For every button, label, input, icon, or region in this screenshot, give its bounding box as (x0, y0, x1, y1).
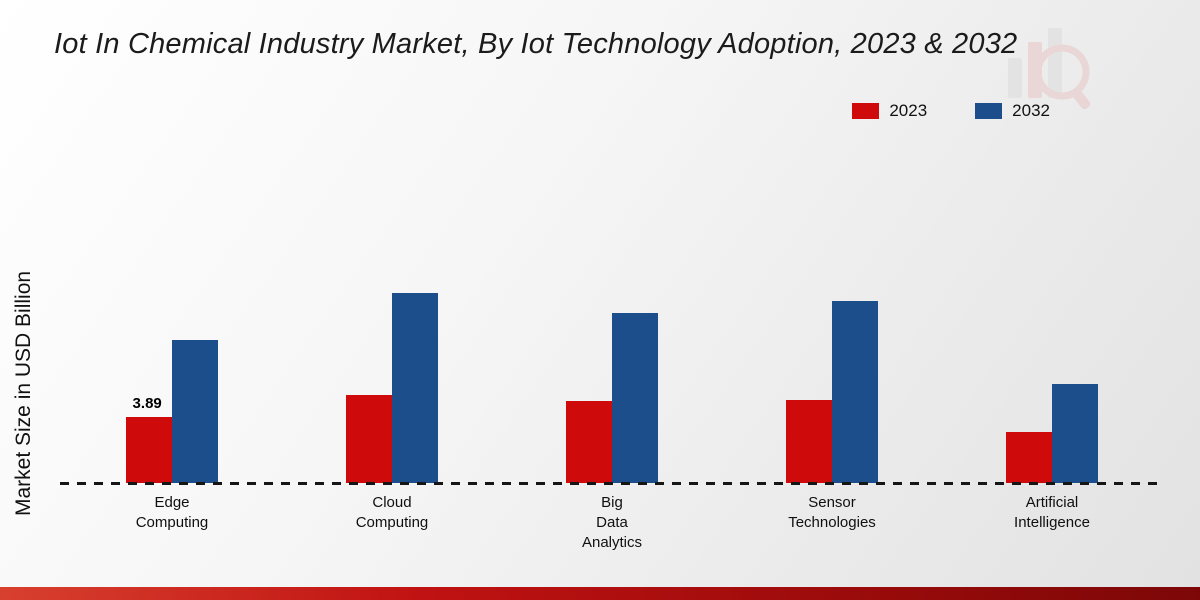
plot-area: 3.89 (62, 160, 1162, 483)
legend: 2023 2032 (852, 101, 1050, 121)
legend-swatch-2032 (975, 103, 1003, 119)
bar-2023 (346, 395, 392, 483)
bar-2023 (1006, 432, 1052, 483)
legend-label-2023: 2023 (889, 101, 928, 120)
legend-item-2032: 2032 (975, 101, 1050, 121)
x-axis-baseline (60, 482, 1164, 485)
bar-group (282, 293, 502, 483)
footer-accent-band (0, 587, 1200, 600)
bar-2023 (566, 401, 612, 483)
legend-swatch-2023 (852, 103, 880, 119)
bar-2032 (612, 313, 658, 483)
bar-2023 (786, 400, 832, 483)
bar-2023: 3.89 (126, 395, 172, 483)
bar-value-label: 3.89 (132, 395, 162, 412)
y-axis-label: Market Size in USD Billion (12, 270, 35, 516)
category-label: Edge Computing (135, 494, 209, 531)
bar-2032 (1052, 384, 1098, 483)
bar-group (502, 313, 722, 483)
category-labels: Edge Computing Cloud Computing Big Data An… (62, 493, 1162, 552)
bar-group (942, 384, 1162, 483)
legend-label-2032: 2032 (1012, 101, 1050, 120)
bar-2032 (392, 293, 438, 483)
category-label: Cloud Computing (355, 494, 429, 531)
bar-2032 (832, 301, 878, 483)
bar-group: 3.89 (62, 340, 282, 483)
category-label: Big Data Analytics (581, 494, 643, 551)
category-label: Sensor Technologies (788, 494, 876, 531)
legend-item-2023: 2023 (852, 101, 927, 121)
bar-group (722, 301, 942, 483)
watermark-logo-icon (1002, 20, 1092, 117)
category-label: Artificial Intelligence (1014, 494, 1090, 531)
chart-title: Iot In Chemical Industry Market, By Iot … (54, 28, 1018, 60)
bar-2032 (172, 340, 218, 483)
